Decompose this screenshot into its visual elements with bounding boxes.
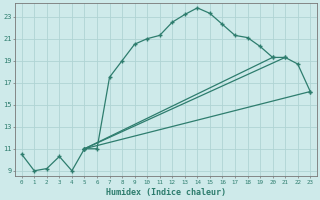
X-axis label: Humidex (Indice chaleur): Humidex (Indice chaleur) — [106, 188, 226, 197]
